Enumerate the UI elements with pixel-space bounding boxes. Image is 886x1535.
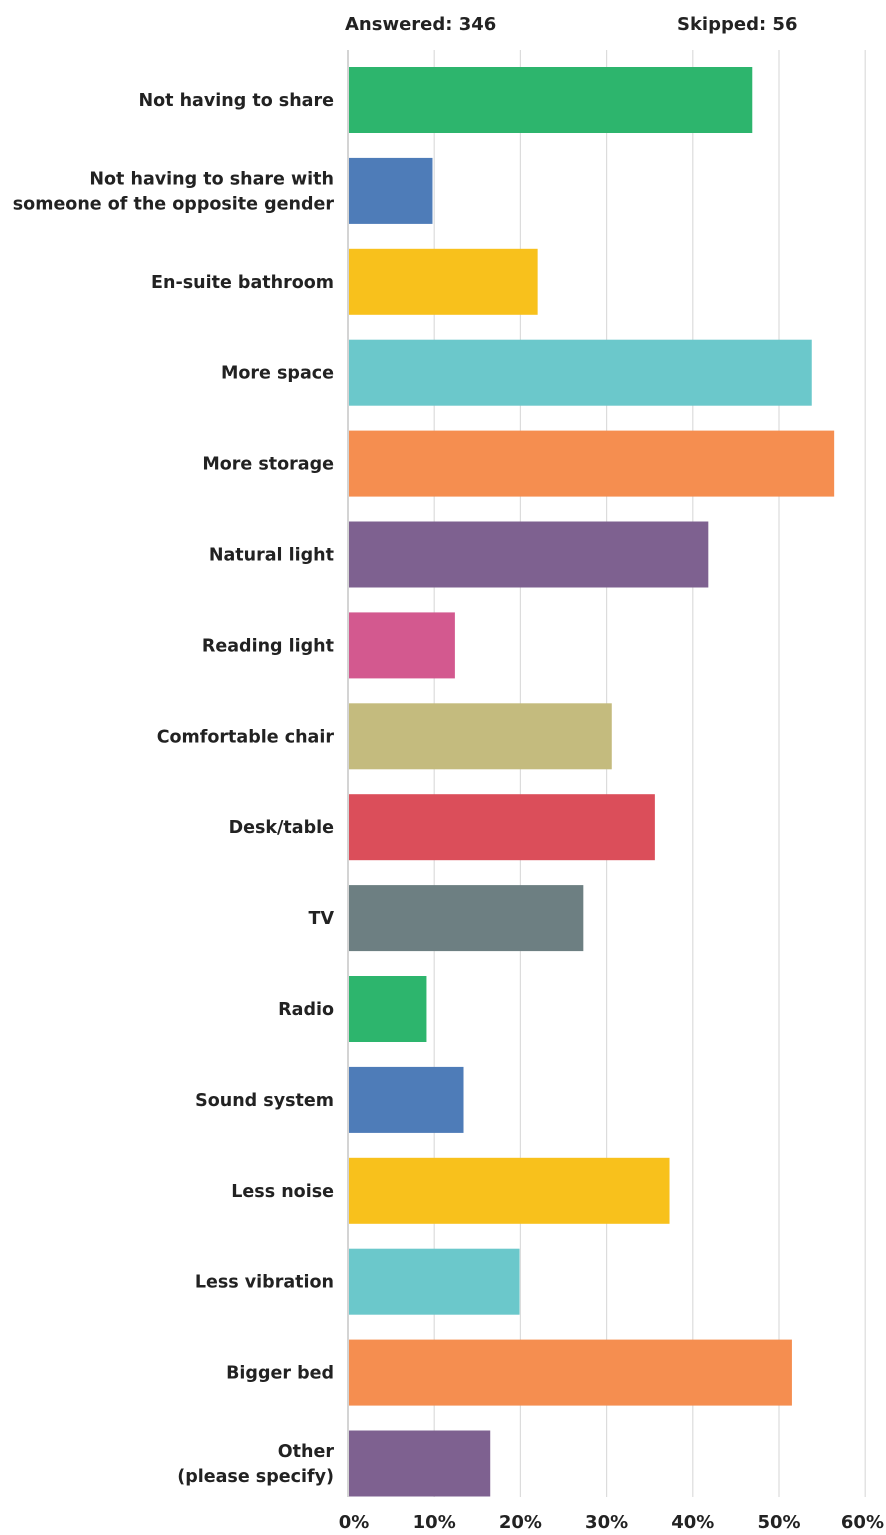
category-label: Bigger bed (226, 1364, 334, 1384)
bar (349, 157, 433, 224)
category-label: Radio (278, 1000, 334, 1020)
category-label: Less noise (231, 1182, 334, 1202)
x-tick-label: 40% (671, 1512, 714, 1533)
bar (349, 1248, 520, 1315)
x-tick-label: 20% (499, 1512, 542, 1533)
bar (349, 1066, 464, 1133)
bar (349, 521, 709, 588)
x-tick-label: 0% (339, 1512, 370, 1533)
category-label: TV (309, 909, 335, 929)
category-label: Comfortable chair (157, 727, 335, 747)
chart-header: Answered: 346 Skipped: 56 (345, 14, 797, 35)
bar (349, 1157, 670, 1224)
bars (349, 67, 835, 1497)
bar (349, 430, 835, 497)
bar (349, 612, 455, 679)
bar (349, 339, 812, 406)
category-label: More storage (202, 455, 334, 475)
category-label: Less vibration (195, 1273, 334, 1293)
category-label: En-suite bathroom (151, 273, 334, 293)
bar (349, 703, 612, 770)
category-label: Reading light (202, 636, 334, 656)
bar (349, 67, 753, 133)
category-label: More space (221, 364, 334, 384)
x-tick-label: 60% (841, 1512, 884, 1533)
category-label: (please specify) (177, 1467, 334, 1487)
category-label: Sound system (195, 1091, 334, 1111)
answered-count: Answered: 346 (345, 14, 496, 35)
category-label: Natural light (209, 546, 334, 566)
category-labels: Not having to share Not having to share w… (13, 91, 335, 1487)
bar (349, 248, 538, 315)
bar (349, 1430, 491, 1497)
bar (349, 976, 427, 1042)
category-label: Other (278, 1442, 335, 1462)
category-label: Not having to share (138, 91, 334, 111)
bar (349, 1339, 792, 1406)
skipped-count: Skipped: 56 (677, 14, 797, 35)
x-axis-tick-labels: 0% 10% 20% 30% 40% 50% 60% (339, 1512, 884, 1533)
bar (349, 885, 584, 952)
category-label: someone of the opposite gender (13, 194, 335, 214)
x-tick-label: 50% (757, 1512, 800, 1533)
x-tick-label: 10% (413, 1512, 456, 1533)
bar (349, 794, 655, 861)
x-tick-label: 30% (585, 1512, 628, 1533)
category-label: Not having to share with (89, 169, 334, 189)
category-label: Desk/table (229, 818, 335, 838)
